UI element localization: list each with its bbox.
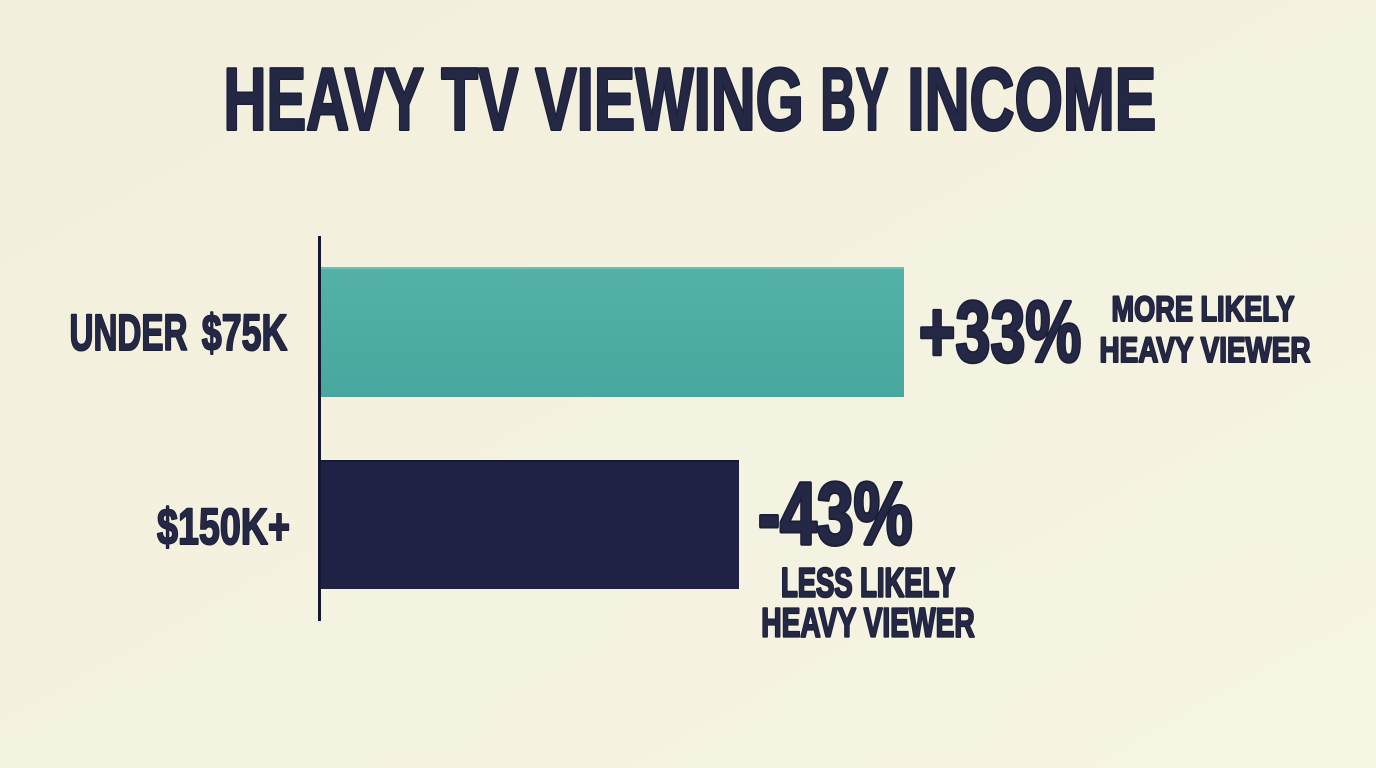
svg-text:-43%: -43% [758,464,913,563]
svg-text:VIEWING: VIEWING [535,50,804,149]
svg-text:HEAVY VIEWER: HEAVY VIEWER [1100,331,1311,370]
svg-text:MORE LIKELY: MORE LIKELY [1112,290,1295,329]
svg-text:$150K+: $150K+ [157,498,290,555]
svg-text:LESS LIKELY: LESS LIKELY [781,560,955,606]
svg-text:$75K: $75K [202,304,288,361]
svg-text:UNDER: UNDER [70,304,188,361]
svg-text:HEAVY VIEWER: HEAVY VIEWER [761,600,975,646]
svg-text:INCOME: INCOME [907,50,1156,149]
svg-text:+33%: +33% [919,284,1082,380]
svg-text:BY: BY [820,50,888,149]
svg-text:HEAVY: HEAVY [224,50,425,149]
svg-text:TV: TV [441,50,518,149]
